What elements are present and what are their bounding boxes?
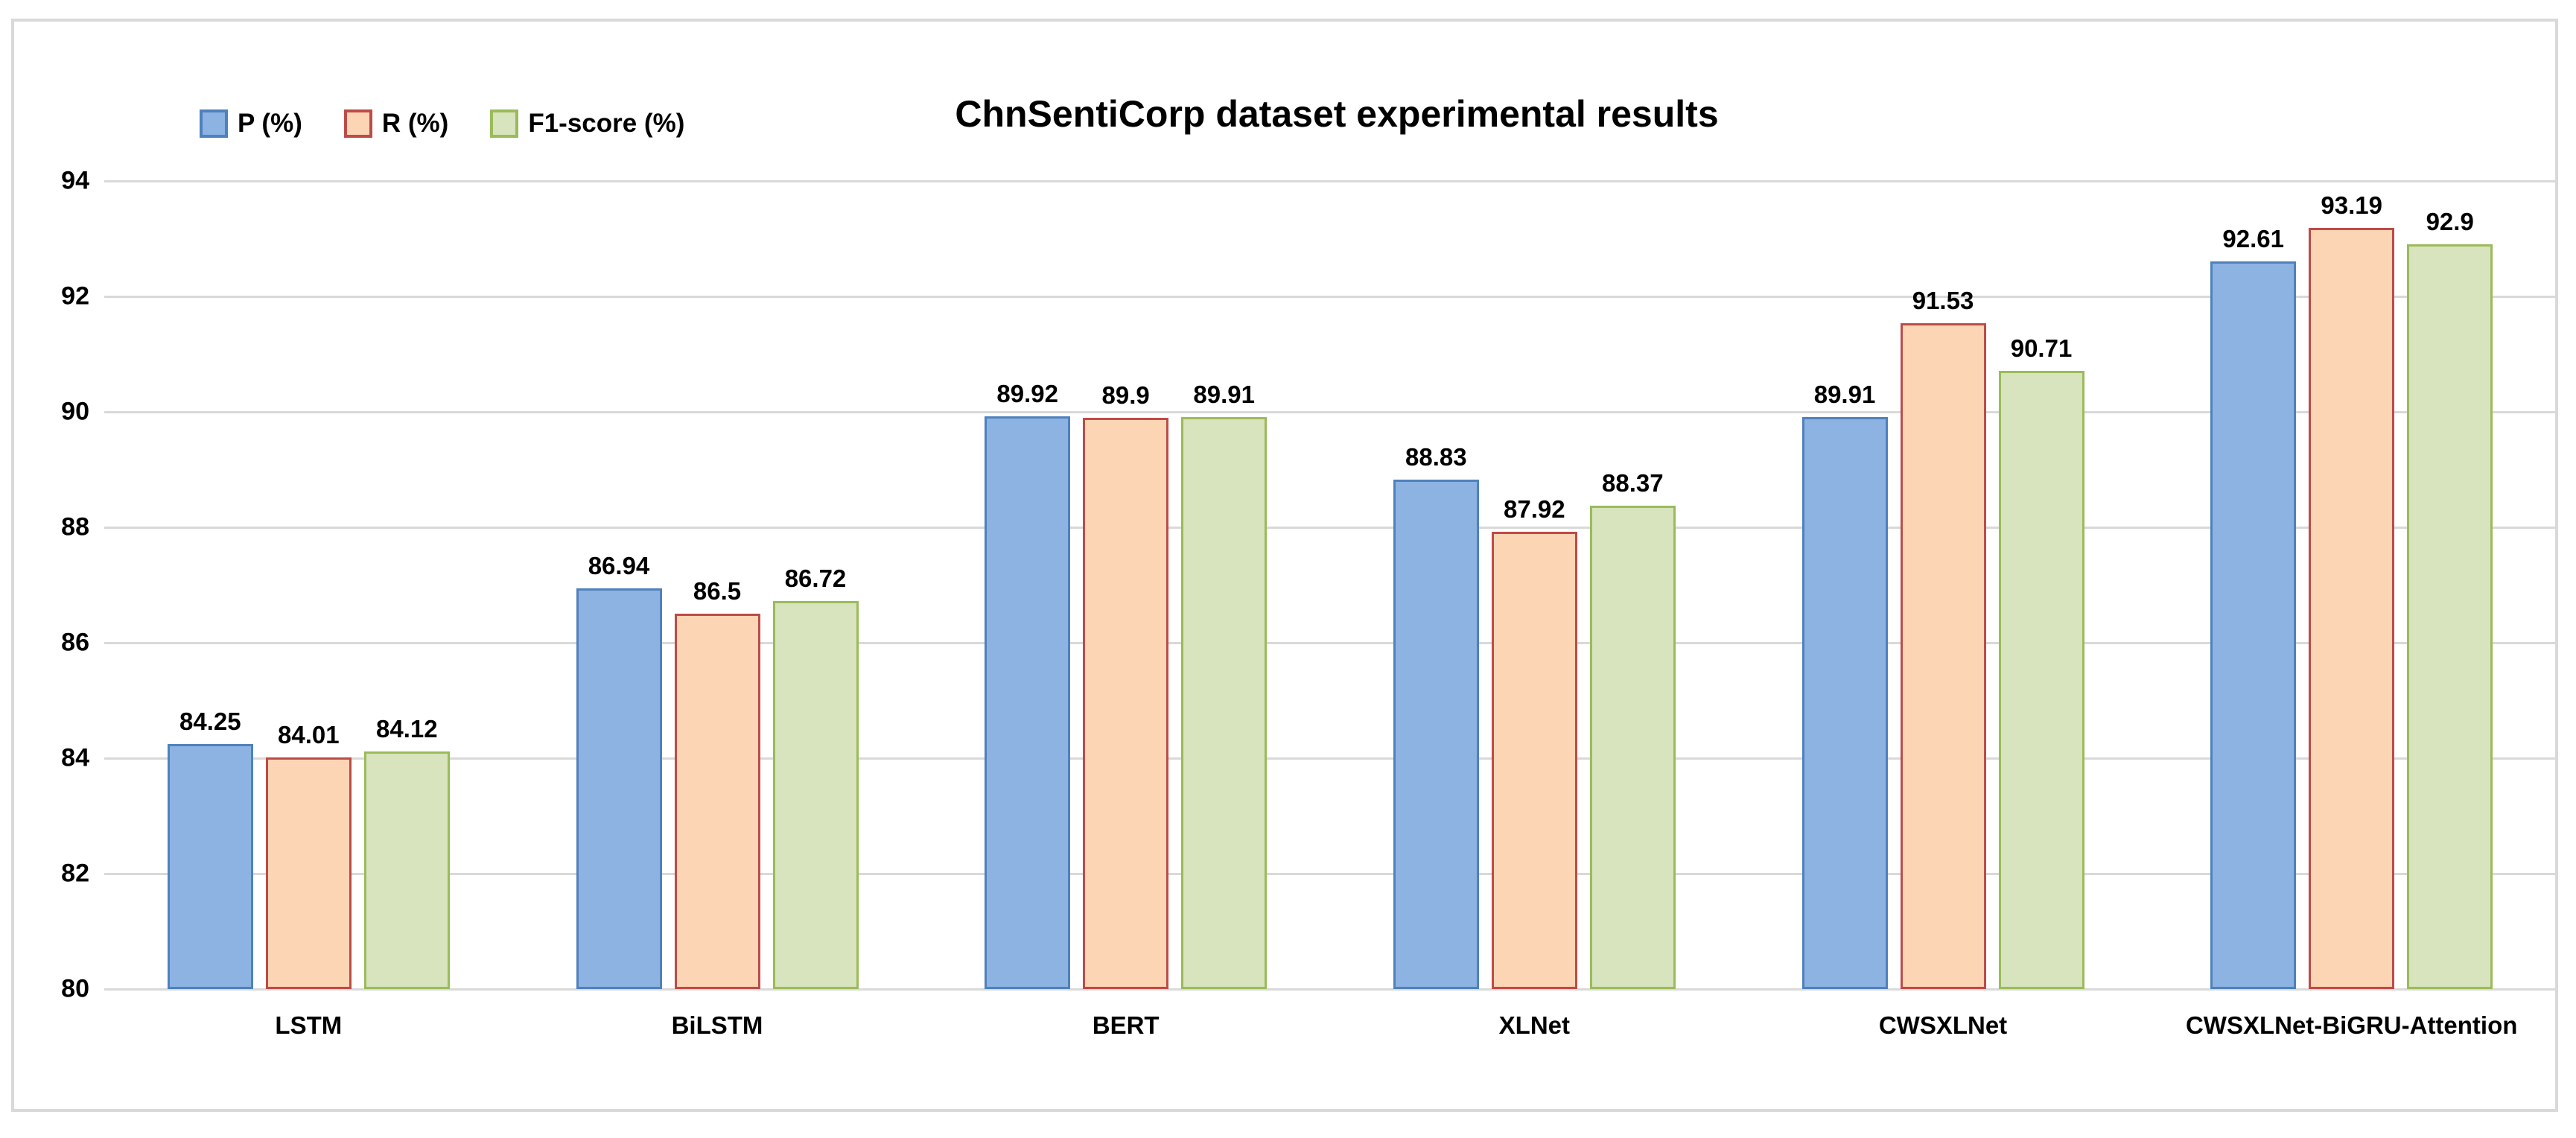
bar-value-label: 86.94	[588, 552, 650, 580]
bar-value-label: 88.37	[1602, 469, 1664, 498]
bar: 84.12	[363, 715, 450, 989]
bar-group: 88.83 87.92 88.37	[1330, 181, 1739, 989]
legend-swatch-icon	[490, 109, 519, 138]
bar-value-label: 87.92	[1504, 495, 1565, 524]
gridline	[104, 526, 2556, 529]
category-label: BERT	[1092, 1011, 1160, 1039]
bar: 86.72	[772, 565, 859, 989]
legend-swatch-icon	[200, 109, 228, 138]
y-axis: 80 82 84 86 88 90 92 94	[19, 167, 89, 1003]
y-tick-label: 82	[61, 859, 89, 888]
bar-value-label: 93.19	[2321, 191, 2382, 219]
legend-label: F1-score (%)	[528, 109, 685, 138]
category-label: CWSXLNet	[1878, 1011, 2008, 1039]
legend-item: R (%)	[343, 109, 449, 139]
bar: 91.53	[1900, 287, 1986, 989]
category-label: CWSXLNet-BiGRU-Attention	[2185, 1011, 2518, 1039]
y-tick-label: 94	[61, 166, 89, 195]
bar-value-label: 89.91	[1193, 380, 1255, 408]
bar: 86.94	[576, 552, 662, 989]
bar-group: 84.25 84.01 84.12	[104, 181, 513, 989]
bar: 89.92	[985, 380, 1071, 989]
bar: 87.92	[1491, 495, 1577, 989]
y-tick-label: 84	[61, 743, 89, 772]
bar: 89.9	[1083, 381, 1169, 989]
bar-group: 92.61 93.19 92.9	[2147, 181, 2556, 989]
bar-value-label: 92.9	[2426, 208, 2474, 236]
bar-value-label: 90.71	[2010, 334, 2073, 362]
y-tick-label: 80	[61, 974, 89, 1003]
gridline	[104, 757, 2556, 760]
legend-label: R (%)	[381, 109, 449, 138]
gridline	[104, 988, 2556, 991]
y-tick-label: 88	[61, 512, 89, 541]
bar: 92.9	[2407, 208, 2493, 989]
bar: 84.25	[167, 708, 253, 989]
bar-group: 89.92 89.9 89.91	[921, 181, 1330, 989]
bar-group: 86.94 86.5 86.72	[513, 181, 922, 989]
bar: 89.91	[1181, 381, 1268, 989]
legend-item: F1-score (%)	[490, 109, 684, 139]
bar-value-label: 91.53	[1912, 287, 1974, 315]
bar: 84.01	[265, 721, 352, 989]
legend-swatch-icon	[343, 109, 372, 138]
bar: 88.83	[1393, 443, 1479, 989]
category-label: LSTM	[275, 1011, 343, 1039]
bar: 89.91	[1801, 381, 1888, 989]
gridline	[104, 295, 2556, 298]
legend: P (%) R (%) F1-score (%)	[200, 109, 684, 139]
gridline	[104, 641, 2556, 644]
bar-value-label: 92.61	[2222, 224, 2284, 252]
legend-item: P (%)	[200, 109, 302, 139]
y-tick-label: 86	[61, 628, 89, 657]
bar-groups: 84.25 84.01 84.12 86.94 86.5 86.72 89.92 89.9 89…	[104, 181, 2556, 989]
bar-value-label: 84.01	[278, 721, 340, 749]
category-label: BiLSTM	[671, 1011, 763, 1039]
y-tick-label: 90	[61, 397, 89, 426]
bar-value-label: 84.25	[179, 707, 241, 735]
legend-label: P (%)	[238, 109, 302, 138]
bar-value-label: 86.5	[693, 577, 742, 605]
plot-area: 84.25 84.01 84.12 86.94 86.5 86.72 89.92 89.9 89…	[104, 179, 2556, 991]
bar: 86.5	[674, 577, 760, 989]
chart-title: ChnSentiCorp dataset experimental result…	[955, 93, 1719, 135]
bar: 92.61	[2210, 225, 2297, 989]
bar-value-label: 89.9	[1101, 381, 1150, 409]
gridline	[104, 410, 2556, 413]
bar-value-label: 84.12	[376, 714, 438, 743]
gridline	[104, 872, 2556, 875]
y-tick-label: 92	[61, 282, 89, 311]
bar: 93.19	[2309, 191, 2395, 989]
bar-value-label: 89.92	[996, 380, 1058, 408]
bar: 90.71	[1998, 334, 2084, 989]
bar: 88.37	[1589, 469, 1676, 989]
gridline	[104, 179, 2556, 182]
bar-group: 89.91 91.53 90.71	[1739, 181, 2148, 989]
bar-value-label: 89.91	[1813, 380, 1876, 408]
bar-value-label: 86.72	[784, 565, 847, 593]
bar-value-label: 88.83	[1405, 442, 1467, 471]
category-label: XLNet	[1498, 1011, 1571, 1039]
x-axis-labels: LSTM BiLSTM BERT XLNet CWSXLNet CWSXLNet-BiGR…	[104, 1011, 2556, 1040]
